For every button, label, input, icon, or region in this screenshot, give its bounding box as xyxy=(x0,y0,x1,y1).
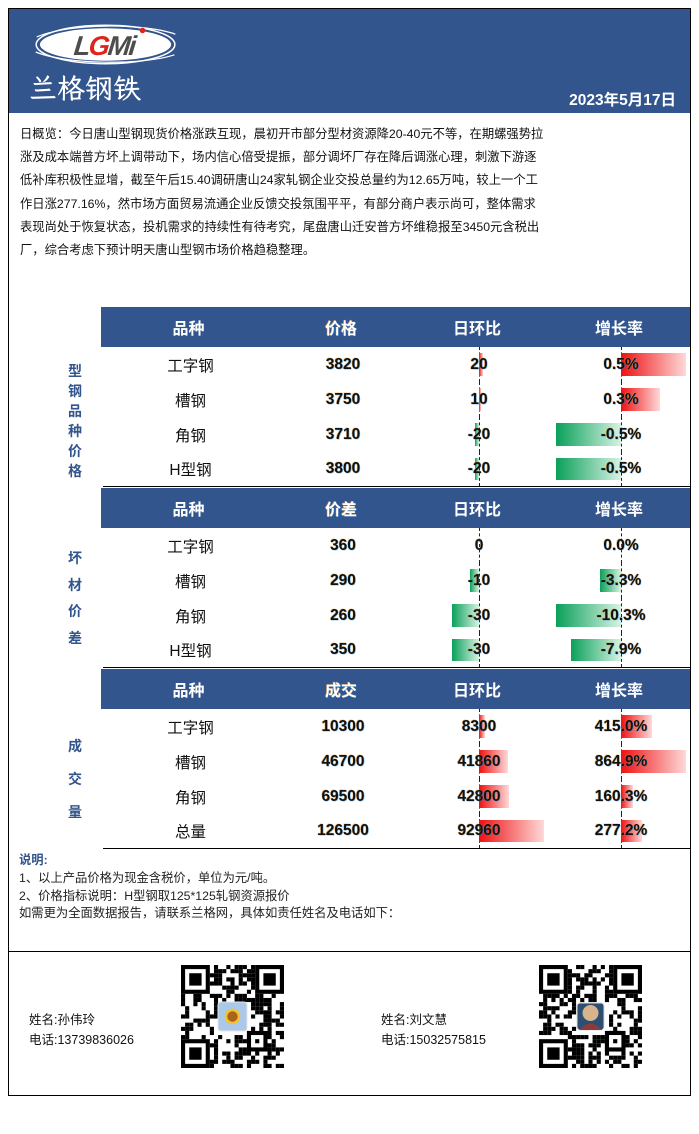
svg-text:LGMi: LGMi xyxy=(73,30,140,61)
